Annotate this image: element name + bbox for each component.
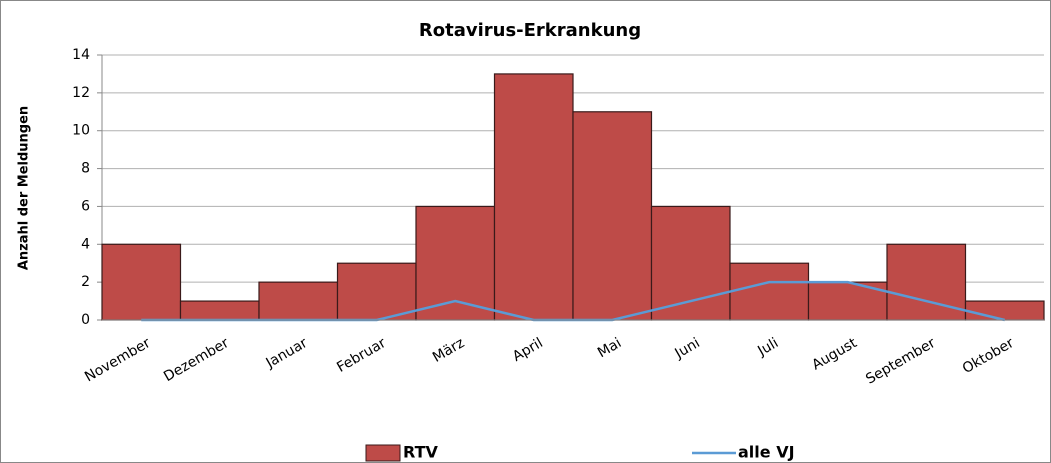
bar	[964, 300, 1045, 321]
bar	[101, 243, 182, 321]
bar	[415, 205, 496, 321]
y-tick-label: 10	[72, 123, 90, 139]
legend-label: RTV	[403, 443, 439, 462]
legend-label: alle VJ	[738, 443, 795, 462]
legend-swatch	[365, 444, 401, 462]
chart-title: Rotavirus-Erkrankung	[419, 20, 641, 41]
y-axis-label: Anzahl der Meldungen	[17, 106, 32, 270]
y-tick-label: 4	[81, 236, 90, 252]
y-tick-label: 2	[81, 274, 90, 290]
bar	[572, 111, 653, 321]
y-tick-label: 6	[81, 198, 90, 214]
bar	[179, 300, 260, 321]
y-tick-label: 8	[81, 161, 90, 177]
bar	[650, 205, 731, 321]
bar	[493, 73, 574, 321]
bar	[336, 262, 417, 321]
y-tick-label: 0	[81, 312, 90, 328]
y-tick-label: 14	[72, 47, 90, 63]
y-tick-label: 12	[72, 85, 90, 101]
bar	[729, 262, 810, 321]
bar	[258, 281, 339, 321]
